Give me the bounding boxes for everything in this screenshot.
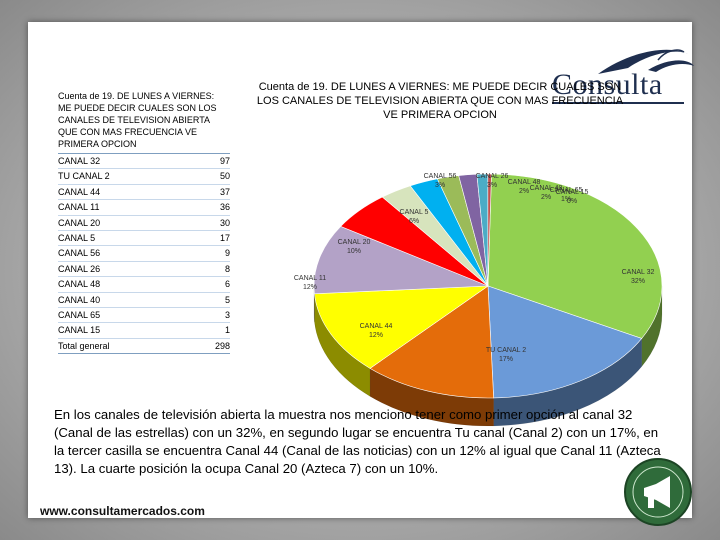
pie-labels: CANAL 32 32% TU CANAL 2 17% CANAL 44 12% CANAL… [294,173,655,363]
total-label: Total general [58,340,110,351]
table-row: CANAL 32 97 [58,154,230,170]
row-label: CANAL 40 [58,294,101,305]
row-label: TU CANAL 2 [58,171,110,182]
row-label: CANAL 11 [58,202,100,213]
row-value: 37 [219,186,230,197]
slice-percent-label: 3% [435,182,445,189]
row-label: CANAL 15 [58,325,101,336]
slice-percent-label: 17% [499,356,513,363]
slice-name-label: CANAL 20 [338,239,371,246]
row-label: CANAL 32 [58,156,101,166]
summary-text: En los canales de televisión abierta la … [54,407,661,476]
slice-percent-label: 2% [541,194,551,201]
slice-name-label: TU CANAL 2 [486,347,526,354]
table-body: CANAL 32 97 TU CANAL 2 50 CANAL 44 37 CANAL 11… [58,154,230,339]
table-row: CANAL 15 1 [58,323,230,339]
row-label: CANAL 5 [58,232,96,243]
table-row: CANAL 65 3 [58,308,230,324]
slice-percent-label: 6% [409,218,419,225]
slice-name-label: CANAL 5 [400,209,429,216]
slice-name-label: CANAL 26 [476,173,509,180]
row-label: CANAL 48 [58,279,101,290]
slice-name-label: CANAL 40 [530,185,563,192]
table-row: CANAL 11 36 [58,200,230,216]
logo-swoosh-icon [598,49,694,74]
table-row: CANAL 40 5 [58,293,230,308]
row-value: 6 [224,279,230,290]
slice-percent-label: 0% [567,198,577,205]
logo-rule [552,102,684,104]
website-footer: www.consultamercados.com [40,504,205,518]
pie-slice-canal-44 [369,285,494,399]
row-value: 9 [224,248,230,259]
row-label: CANAL 65 [58,309,101,320]
row-label: CANAL 20 [58,217,101,228]
pie-slices [313,173,663,399]
pie-slice-canal-20 [313,226,489,295]
slice-percent-label: 2% [519,188,529,195]
row-label: CANAL 26 [58,263,101,274]
table-row: CANAL 44 37 [58,185,230,201]
slice-name-label: CANAL 56 [424,173,457,180]
data-table: Cuenta de 19. DE LUNES A VIERNES: ME PUE… [58,88,230,355]
row-value: 17 [219,232,230,243]
table-row: CANAL 5 17 [58,231,230,247]
table-row: CANAL 26 8 [58,262,230,278]
table-row: CANAL 48 6 [58,277,230,293]
slice-name-label: CANAL 48 [508,179,541,186]
row-label: CANAL 44 [58,186,101,197]
table-row: CANAL 56 9 [58,246,230,262]
row-value: 30 [219,217,230,228]
table-row: TU CANAL 2 50 [58,169,230,185]
pie-slice-canal-32 [487,173,663,339]
slice-percent-label: 10% [347,248,361,255]
table-header: Cuenta de 19. DE LUNES A VIERNES: ME PUE… [58,88,230,154]
slice-percent-label: 1% [561,196,571,203]
slice-name-label: CANAL 15 [556,189,589,196]
slice-name-label: CANAL 32 [622,269,655,276]
pie-slice-tu-canal-2 [487,285,643,399]
pie-slice-canal-11 [314,285,490,369]
slice-percent-label: 12% [369,332,383,339]
slice-percent-label: 32% [631,278,645,285]
row-value: 50 [219,171,230,182]
slice-percent-label: 3% [487,182,497,189]
logo-text: Consulta [552,68,663,101]
slide: Consulta Cuenta de 19. DE LUNES A VIERNE… [28,22,694,518]
megaphone-seal-icon [624,458,692,526]
consulta-logo: Consulta [538,40,698,104]
pie-chart: CANAL 32 32% TU CANAL 2 17% CANAL 44 12% CANAL… [294,173,663,427]
row-value: 3 [224,309,230,320]
pie-slice-canal-15 [487,173,492,287]
row-value: 8 [224,263,230,274]
slice-percent-label: 12% [303,284,317,291]
chart-title: Cuenta de 19. DE LUNES A VIERNES: ME PUE… [256,81,624,121]
row-value: 1 [224,325,230,336]
slice-name-label: CANAL 44 [360,323,393,330]
total-value: 298 [214,340,230,351]
slice-name-label: CANAL 65 [550,187,583,194]
row-value: 36 [219,202,230,213]
row-label: CANAL 56 [58,248,101,259]
row-value: 97 [219,156,230,166]
slice-name-label: CANAL 11 [294,275,326,282]
table-row: CANAL 20 30 [58,216,230,231]
table-total-row: Total general 298 [58,339,230,355]
row-value: 5 [224,294,230,305]
